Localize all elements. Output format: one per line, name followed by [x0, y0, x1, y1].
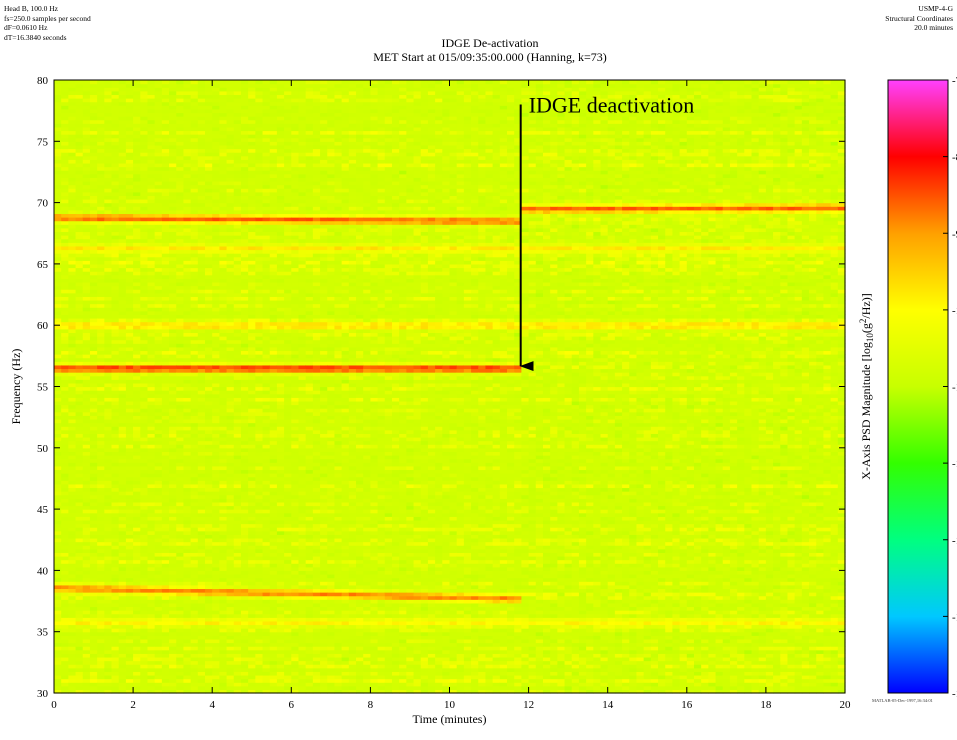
y-tick-label: 30 — [37, 688, 49, 700]
chart-title: IDGE De-activation — [441, 36, 539, 50]
x-tick-label: 18 — [760, 699, 772, 711]
colorbar-tick-label: -7 — [952, 75, 957, 87]
y-tick-label: 50 — [37, 443, 49, 455]
y-tick-label: 70 — [37, 198, 49, 210]
annotation: IDGE deactivation — [519, 93, 695, 372]
y-tick-label: 35 — [37, 627, 49, 639]
chart-subtitle: MET Start at 015/09:35:00.000 (Hanning, … — [373, 50, 607, 64]
colorbar-tick-label: -15 — [952, 688, 957, 700]
x-tick-label: 10 — [444, 699, 456, 711]
x-tick-label: 4 — [209, 699, 215, 711]
x-tick-label: 6 — [289, 699, 295, 711]
colorbar-tick-label: -8 — [952, 152, 957, 164]
x-tick-label: 16 — [681, 699, 693, 711]
header-right-line: 20.0 minutes — [914, 23, 953, 32]
colorbar — [887, 79, 949, 694]
x-tick-label: 8 — [368, 699, 374, 711]
y-tick-label: 75 — [37, 136, 49, 148]
header-left-line: dF=0.0610 Hz — [4, 23, 48, 32]
colorbar-tick-label: -14 — [952, 611, 957, 623]
colorbar-tick-label: -13 — [952, 535, 957, 547]
y-tick-label: 40 — [37, 565, 49, 577]
colorbar-tick-label: -12 — [952, 458, 957, 470]
header-left-line: dT=16.3840 seconds — [4, 32, 67, 42]
header-right-info: USMP-4-G Structural Coordinates 20.0 min… — [885, 4, 953, 33]
colorbar-tick-label: -10 — [952, 305, 957, 317]
y-tick-label: 65 — [37, 259, 49, 271]
colorbar-label: X-Axis PSD Magnitude [log10(g2/Hz)] — [858, 293, 875, 480]
header-left-line: fs=250.0 samples per second — [4, 13, 91, 23]
spectrogram-cells — [54, 80, 846, 694]
x-tick-label: 20 — [840, 699, 852, 711]
x-tick-label: 14 — [602, 699, 614, 711]
x-axis-label: Time (minutes) — [413, 712, 487, 726]
x-tick-label: 12 — [523, 699, 534, 711]
header-right-line: USMP-4-G — [918, 4, 953, 13]
header-right-line: Structural Coordinates — [885, 13, 953, 23]
colorbar-tick-label: -9 — [952, 228, 957, 240]
header-left-line: Head B, 100.0 Hz — [4, 4, 58, 13]
y-axis-label: Frequency (Hz) — [9, 349, 23, 425]
chart-title-block: IDGE De-activation MET Start at 015/09:3… — [300, 36, 680, 64]
x-tick-label: 2 — [130, 699, 136, 711]
x-tick-label: 0 — [51, 699, 57, 711]
y-tick-label: 60 — [37, 320, 49, 332]
y-tick-label: 80 — [37, 75, 49, 87]
axes: 0 2 4 6 8 10 12 14 16 18 20 30 35 40 45 50 55 60 65 70 75 80 — [37, 75, 851, 711]
colorbar-axis: -15 -14 -13 -12 -11 -10 -9 -8 -7 — [943, 75, 957, 700]
colorbar-tick-label: -11 — [952, 382, 957, 394]
y-tick-label: 55 — [37, 382, 49, 394]
footer-stamp: MATLAB-05-Dec-1997,16:34:01 — [872, 698, 933, 703]
header-left-info: Head B, 100.0 Hz fs=250.0 samples per se… — [4, 4, 91, 42]
y-tick-label: 45 — [37, 504, 49, 516]
annotation-text: IDGE deactivation — [529, 93, 695, 118]
